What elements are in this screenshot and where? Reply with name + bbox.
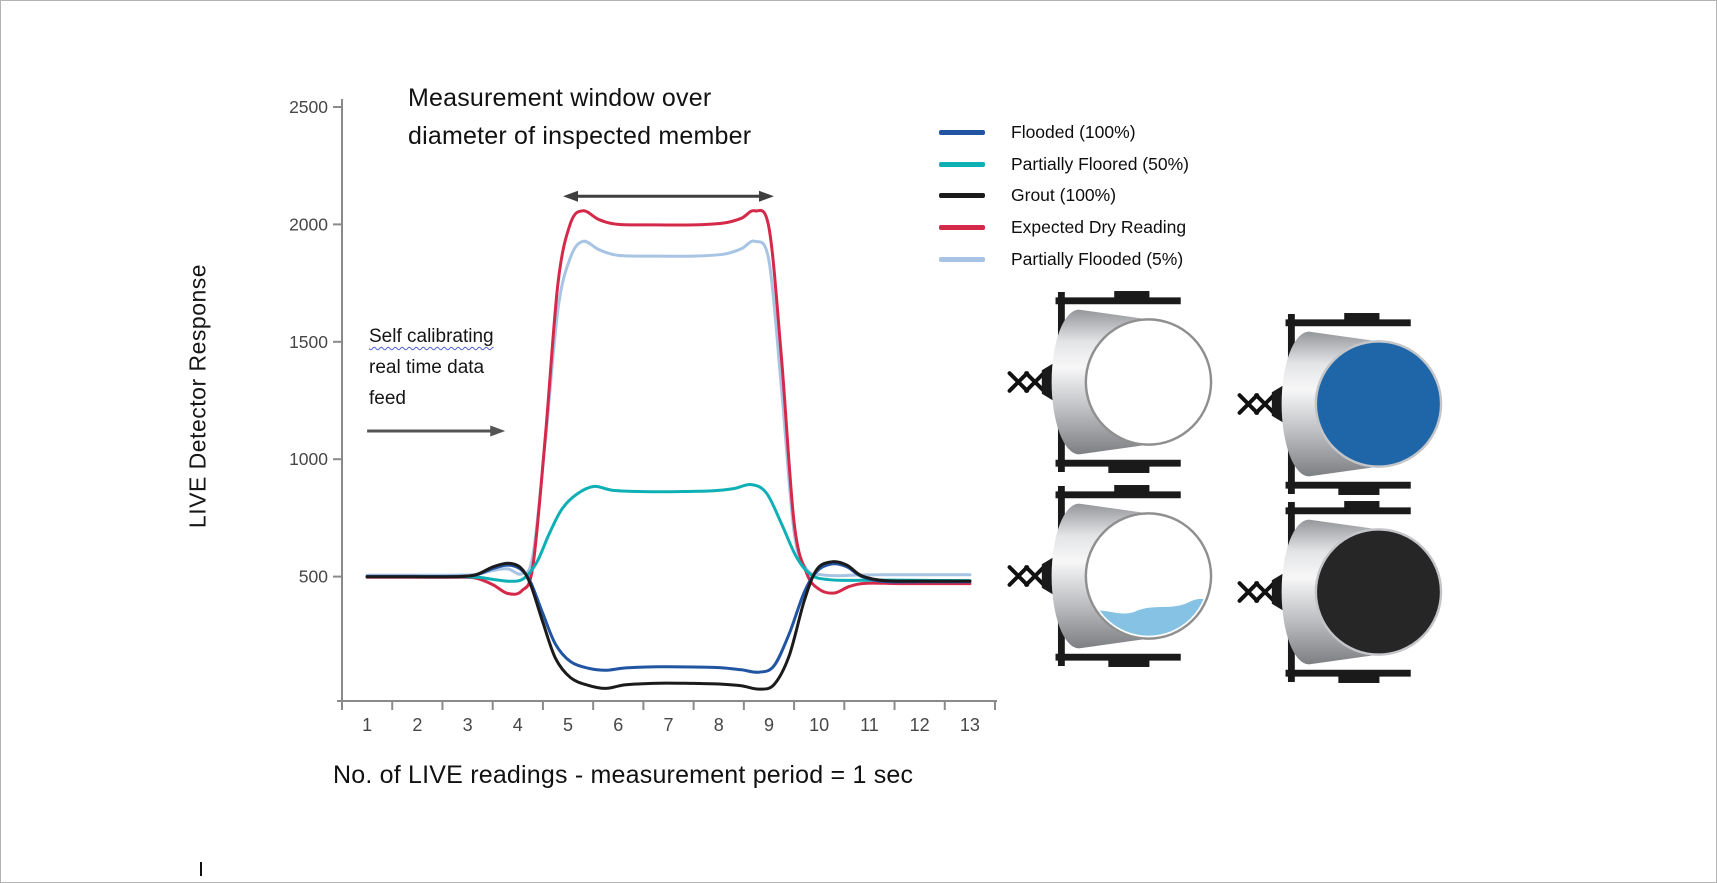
legend-swatch-icon [939, 161, 985, 167]
legend-item-3: Expected Dry Reading [939, 212, 1189, 244]
series-grout-100- [365, 560, 972, 691]
legend-label: Flooded (100%) [1011, 122, 1136, 143]
series-partially-flooded-5- [365, 239, 972, 578]
grouted-member-diagram-icon [1237, 501, 1443, 683]
legend-label: Expected Dry Reading [1011, 217, 1187, 238]
legend-swatch-icon [939, 256, 985, 262]
legend-item-2: Grout (100%) [939, 180, 1189, 212]
x-tick-label: 6 [613, 715, 623, 735]
flooded-member-diagram-icon [1237, 313, 1443, 495]
legend-swatch-icon [939, 130, 985, 136]
x-tick-label: 3 [463, 715, 473, 735]
legend-label: Grout (100%) [1011, 185, 1117, 206]
x-tick-label: 8 [714, 715, 724, 735]
y-tick-label: 500 [299, 567, 328, 587]
self-calibrating-annotation: Self calibrating real time data feed [369, 321, 494, 414]
x-tick-label: 2 [412, 715, 422, 735]
series-expected-dry-reading [365, 208, 972, 596]
legend-label: Partially Floored (50%) [1011, 153, 1189, 174]
measurement-window-arrow-head-right [758, 190, 774, 202]
measurement-window-arrow-head-left [563, 190, 579, 202]
series-flooded-100- [365, 562, 972, 674]
x-tick-label: 11 [860, 715, 879, 735]
y-tick-label: 2500 [289, 97, 328, 117]
x-tick-label: 1 [362, 715, 372, 735]
text-cursor[interactable] [200, 862, 202, 876]
chart-title: Measurement window over diameter of insp… [408, 79, 751, 155]
y-tick-label: 1500 [289, 332, 328, 352]
x-tick-label: 13 [960, 715, 980, 735]
self-calibrating-line2: real time data [369, 357, 485, 378]
legend-swatch-icon [939, 193, 985, 199]
legend-item-4: Partially Flooded (5%) [939, 243, 1189, 275]
y-axis-label: LIVE Detector Response [184, 263, 211, 529]
series-partially-floored-50- [365, 482, 972, 583]
chart-title-line2: diameter of inspected member [408, 122, 752, 150]
legend-item-0: Flooded (100%) [939, 117, 1189, 149]
x-tick-label: 9 [764, 715, 774, 735]
x-tick-label: 4 [513, 715, 523, 735]
self-calibrating-line1: Self calibrating [369, 326, 494, 347]
legend-item-1: Partially Floored (50%) [939, 149, 1189, 181]
x-tick-label: 5 [563, 715, 573, 735]
y-tick-label: 1000 [289, 449, 328, 469]
chart-title-line1: Measurement window over [408, 84, 712, 112]
partially-flooded-member-diagram-icon [1007, 485, 1213, 667]
y-tick-label: 2000 [289, 214, 328, 234]
data-feed-arrow-head-right [490, 425, 506, 437]
x-tick-label: 12 [910, 715, 930, 735]
dry-member-diagram-icon [1007, 291, 1213, 473]
legend-swatch-icon [939, 225, 985, 231]
legend-label: Partially Flooded (5%) [1011, 248, 1184, 269]
x-axis-label: No. of LIVE readings - measurement perio… [333, 761, 914, 789]
x-tick-label: 7 [663, 715, 673, 735]
x-tick-label: 10 [809, 715, 829, 735]
chart-legend: Flooded (100%) Partially Floored (50%) Gro… [939, 117, 1189, 275]
self-calibrating-line3: feed [369, 388, 406, 409]
